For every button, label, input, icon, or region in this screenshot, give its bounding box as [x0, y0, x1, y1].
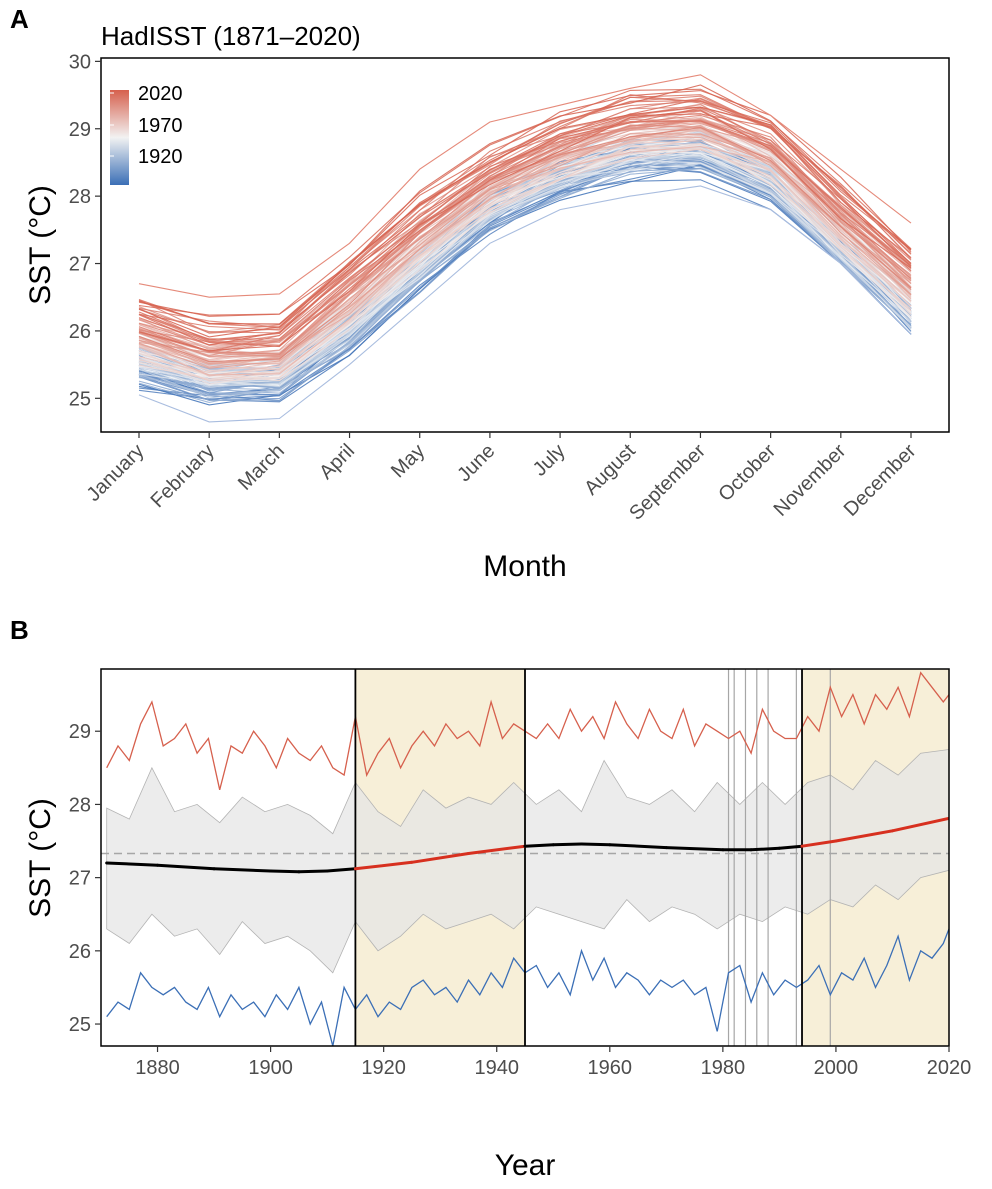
year-line — [138, 104, 912, 346]
year-line — [138, 109, 912, 352]
x-tick-label: 1980 — [701, 1057, 746, 1079]
chart-b: 25 26 27 28 29 1880 1900 1920 1940 1960 1980 2000 2… — [24, 668, 971, 1182]
x-tick-label: December — [840, 440, 921, 521]
x-tick-label: July — [529, 440, 570, 481]
x-tick-label: 1940 — [474, 1057, 519, 1079]
chart-b-x-axis: 1880 1900 1920 1940 1960 1980 2000 2020 — [135, 1046, 971, 1079]
variability-band — [106, 749, 949, 974]
chart-b-y-axis-title: SST (°C) — [24, 798, 57, 918]
x-tick-label: March — [234, 440, 289, 495]
chart-b-y-axis: 25 26 27 28 29 — [69, 721, 101, 1036]
year-line — [138, 103, 912, 346]
trend-segment — [105, 861, 159, 867]
panel-b-label: B — [10, 615, 29, 645]
x-tick-label: November — [770, 440, 851, 521]
trend-segment — [353, 860, 414, 871]
y-tick-label: 26 — [69, 941, 91, 963]
panel-a-label: A — [10, 4, 29, 34]
y-tick-label: 28 — [69, 794, 91, 816]
chart-a-y-axis: 25 26 27 28 29 30 — [69, 51, 101, 410]
x-tick-label: 1880 — [135, 1057, 180, 1079]
y-tick-label: 26 — [69, 321, 91, 343]
x-tick-label: June — [453, 440, 499, 486]
max-sst-line — [106, 671, 949, 790]
chart-b-series — [101, 669, 949, 1046]
chart-a-frame — [100, 57, 950, 433]
year-line — [138, 133, 912, 376]
trend-segment — [410, 852, 470, 864]
x-tick-label: May — [387, 440, 429, 482]
year-line — [138, 185, 912, 423]
year-line — [138, 74, 912, 298]
chart-a-title: HadISST (1871–2020) — [101, 21, 361, 51]
year-line — [138, 138, 912, 372]
colorbar — [110, 90, 129, 185]
year-line — [138, 84, 912, 325]
trend-segment — [212, 867, 273, 873]
chart-a-legend: 2020 1970 1920 — [110, 83, 183, 185]
trend-segment — [580, 842, 612, 847]
trend-segment — [297, 869, 329, 874]
y-tick-label: 27 — [69, 868, 91, 890]
trend-segment — [269, 869, 301, 874]
x-tick-label: 2020 — [927, 1057, 972, 1079]
y-tick-label: 25 — [69, 1014, 91, 1036]
trend-segment — [800, 839, 838, 848]
chart-a-y-axis-title: SST (°C) — [24, 185, 57, 305]
y-tick-label: 27 — [69, 254, 91, 276]
year-line — [138, 142, 912, 382]
year-line — [138, 162, 912, 386]
year-line — [138, 113, 912, 346]
trend-segment — [551, 842, 583, 847]
trend-segment — [608, 843, 668, 850]
y-tick-label: 28 — [69, 186, 91, 208]
min-sst-line — [106, 928, 949, 1046]
year-line — [138, 124, 912, 369]
x-tick-label: 2000 — [814, 1057, 859, 1079]
legend-label: 1920 — [138, 146, 183, 168]
x-tick-label: April — [315, 440, 359, 484]
legend-label: 2020 — [138, 83, 183, 105]
trend-segment — [156, 863, 216, 871]
x-tick-label: 1960 — [588, 1057, 633, 1079]
x-tick-label: September — [625, 440, 710, 525]
trend-segment — [891, 816, 949, 833]
x-tick-label: January — [83, 440, 149, 506]
year-line — [138, 110, 912, 353]
x-tick-label: August — [580, 440, 640, 500]
year-line — [138, 124, 912, 358]
chart-b-x-axis-title: Year — [495, 1149, 556, 1182]
legend-label: 1970 — [138, 115, 183, 137]
x-tick-label: 1920 — [361, 1057, 406, 1079]
trend-segment — [749, 846, 781, 852]
chart-a-series — [138, 74, 912, 423]
year-line — [138, 106, 912, 338]
trend-segment — [834, 829, 894, 843]
y-tick-label: 29 — [69, 119, 91, 141]
year-line — [138, 90, 912, 317]
trend-segment — [523, 843, 555, 848]
trend-segment — [467, 844, 527, 855]
y-tick-label: 29 — [69, 721, 91, 743]
year-line — [138, 106, 912, 346]
year-line — [138, 135, 912, 366]
trend-segment — [325, 867, 357, 873]
x-tick-label: October — [714, 440, 780, 506]
year-line — [138, 120, 912, 347]
x-tick-label: February — [147, 440, 219, 512]
y-tick-label: 30 — [69, 51, 91, 73]
chart-b-frame — [100, 668, 950, 1047]
year-line — [138, 167, 912, 402]
chart-a-x-axis-title: Month — [483, 550, 566, 583]
x-tick-label: 1900 — [248, 1057, 293, 1079]
trend-segment — [777, 844, 804, 850]
y-tick-label: 25 — [69, 388, 91, 410]
trend-segment — [664, 846, 725, 852]
